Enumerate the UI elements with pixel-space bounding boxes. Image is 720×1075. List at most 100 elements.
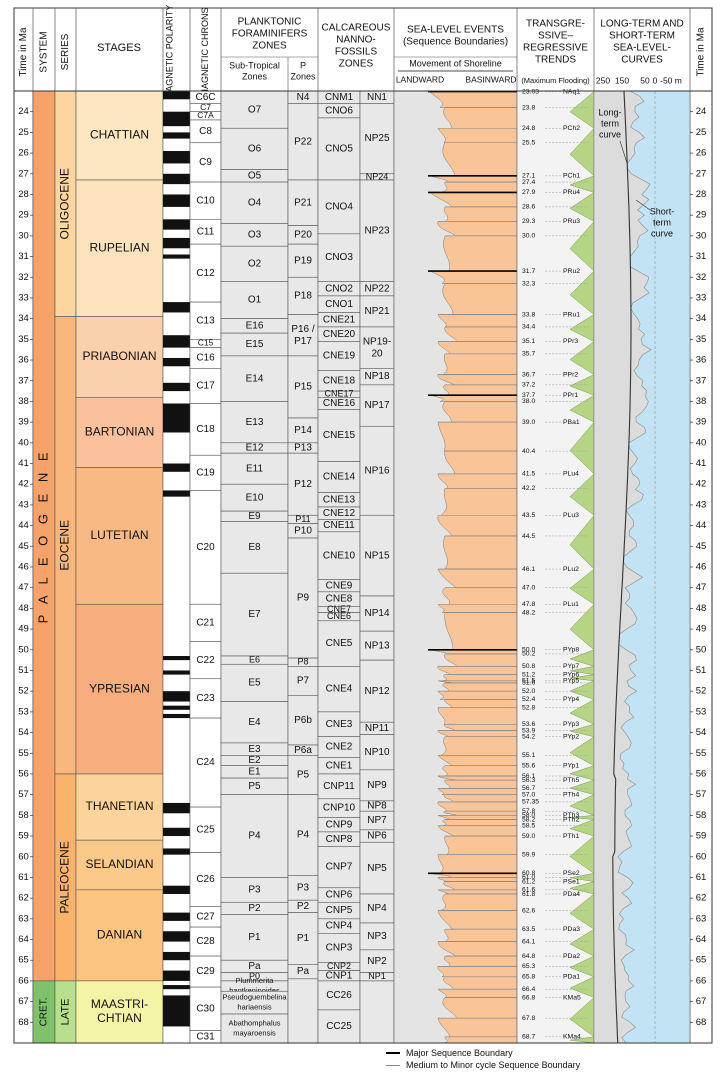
foram-st-label-28: Pa: [248, 961, 261, 972]
foram-st-3: [220, 181, 289, 224]
foram-p-label-9: P13: [294, 443, 312, 454]
np-label-8: NP17: [364, 400, 389, 411]
np-empty: [359, 980, 395, 1044]
nanno-cn-label-27: CNE1: [326, 760, 353, 771]
nanno-cn-label-12: CNE16: [323, 398, 356, 409]
shoreline-wedge-15: [442, 353, 518, 375]
sb-age-47: 57.0: [522, 791, 535, 798]
tick-label-left: 43: [18, 499, 29, 510]
shoreline-wedge-24: [437, 515, 518, 537]
tick-label-left: 39: [18, 417, 29, 428]
tick-label-right: 68: [696, 1017, 707, 1028]
chron-label-20: C26: [196, 874, 215, 885]
stage-4: [75, 467, 164, 605]
shoreline-wedges: [428, 90, 518, 1044]
shoreline-wedge-31: [443, 653, 518, 667]
foram-st-label-24: P4: [248, 831, 261, 842]
foram-st-label-16: E7: [248, 609, 261, 620]
legend: Major Sequence Boundary Medium to Minor …: [386, 1047, 580, 1071]
sb-age-33: 51.2: [522, 671, 535, 678]
sb-code-6: PRu4: [563, 189, 580, 196]
sb-age-5: 27.4: [522, 179, 535, 186]
foram-p-label-5: P18: [294, 291, 312, 302]
chron-label-0: C6C: [195, 92, 215, 103]
foram-p-label-7: P15: [294, 382, 312, 393]
tick-label-right: 43: [696, 499, 707, 510]
tick-label-left: 48: [18, 603, 29, 614]
sb-age-25: 44.5: [522, 533, 535, 540]
foram-p-label-6-b: P17: [294, 336, 312, 347]
tick-label-left: 42: [18, 479, 29, 490]
shoreline-wedge-19: [442, 401, 518, 423]
chron-label-1: C7: [200, 102, 211, 112]
np-label-14: NP11: [365, 723, 390, 734]
foram-p-label-20: P3: [297, 882, 310, 893]
tick-label-right: 46: [696, 562, 707, 573]
nanno-cn-18: [317, 531, 361, 580]
tick-label-right: 66: [696, 975, 707, 986]
foram-st-label-0: O7: [248, 104, 262, 115]
polarity-normal-19: [163, 705, 190, 710]
np-label-11: NP14: [364, 608, 389, 619]
nanno-cn-label-21: CNE7: [327, 604, 351, 614]
np-8: [359, 384, 395, 427]
tick-label-right: 60: [696, 851, 707, 862]
foram-st-label-5: O2: [248, 258, 262, 269]
shoreline-wedge-1: [443, 107, 518, 129]
sb-age-20: 39.0: [522, 419, 535, 426]
system-label-0: P A L E O G E N E: [35, 448, 50, 623]
tick-label-right: 31: [696, 251, 707, 262]
shoreline-wedge-25: [443, 535, 518, 570]
tick-label-right: 61: [696, 872, 707, 883]
tick-label-right: 65: [696, 955, 707, 966]
foram-st-label-30-a: Plummerita: [236, 976, 275, 985]
chron-label-24: C30: [196, 1003, 215, 1014]
sb-code-57: PSe1: [563, 878, 580, 885]
foram-st-label-26: P2: [248, 903, 261, 914]
sb-age-38: 52.8: [522, 705, 535, 712]
tick-label-right: 24: [696, 106, 707, 117]
np-16: [359, 769, 395, 802]
sb-age-40: 53.9: [522, 727, 535, 734]
shoreline-wedge-32: [437, 666, 518, 675]
foram-p-label-23: Pa: [297, 966, 310, 977]
polarity-normal-4: [163, 173, 190, 185]
polarity-normal-30: [163, 995, 190, 1027]
np-10: [359, 514, 395, 597]
foram-p-20: [287, 875, 319, 901]
sb-age-50: 58.0: [522, 812, 535, 819]
polarity-normal-28: [163, 970, 190, 981]
tick-label-right: 42: [696, 479, 707, 490]
tick-label-right: 51: [696, 665, 707, 676]
polarity-normal-24: [163, 885, 190, 894]
chron-label-15: C21: [196, 618, 215, 629]
header-foram-1: FORAMINIFERS: [232, 29, 308, 40]
foram-p-label-15: P7: [297, 675, 310, 686]
sb-code-32: PYp7: [563, 663, 579, 670]
tick-label-right: 50: [696, 644, 707, 655]
polarity-normal-21: [163, 802, 190, 814]
sb-age-17: 37.2: [522, 382, 535, 389]
nanno-cn-label-36: CNP3: [326, 942, 353, 953]
shoreline-wedge-39: [443, 724, 518, 731]
sb-code-14: PPr3: [563, 338, 578, 345]
tick-label-right: 38: [696, 396, 707, 407]
shoreline-wedge-46: [437, 788, 518, 795]
shoreline-wedge-34: [437, 680, 518, 684]
shoreline-wedge-36: [437, 690, 518, 700]
chron-14: [189, 490, 222, 605]
stage-label-9-0: MAASTRI-: [91, 997, 148, 1011]
foram-p-7: [287, 355, 319, 419]
chron-label-4: C9: [199, 157, 212, 168]
foram-st-27: [220, 914, 289, 961]
chron-13: [189, 454, 222, 491]
sb-age-26: 46.1: [522, 566, 535, 573]
header-curve-2: SEA-LEVEL-: [613, 43, 671, 54]
shoreline-wedge-21: [444, 450, 518, 475]
stage-3: [75, 396, 164, 468]
sb-code-63: PDa2: [563, 953, 580, 960]
series-label-2: PALEOCENE: [58, 841, 72, 913]
chron-23: [189, 955, 222, 988]
tick-label-left: 61: [18, 872, 29, 883]
foram-st-label-8: E15: [246, 339, 264, 350]
